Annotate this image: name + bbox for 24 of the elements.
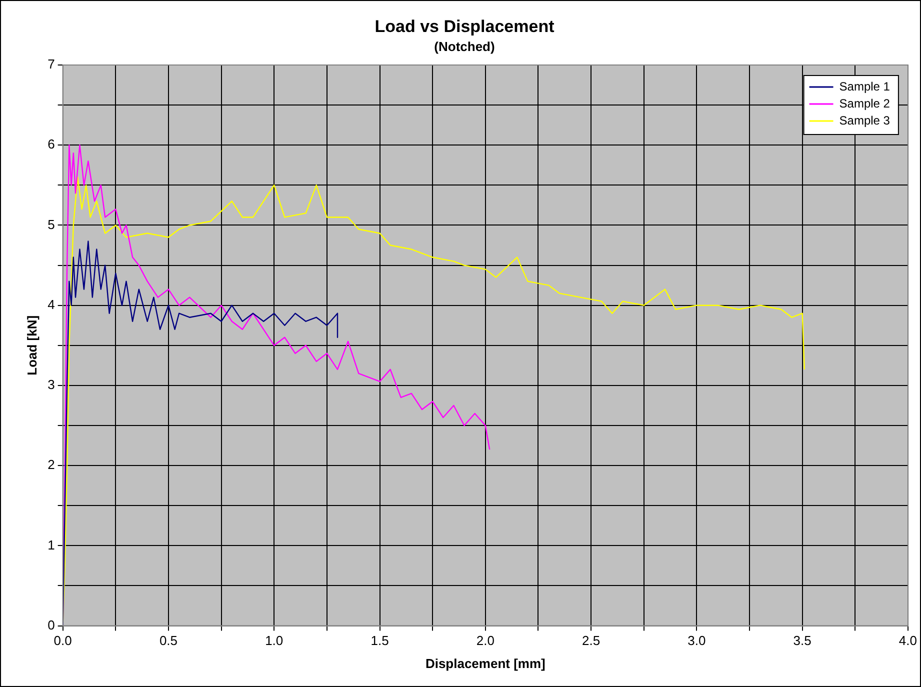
- y-tick-label: 6: [48, 136, 55, 152]
- x-axis-title: Displacement [mm]: [425, 656, 546, 671]
- y-tick-label: 5: [48, 216, 55, 232]
- x-tick-label: 3.5: [793, 633, 812, 648]
- legend-label: Sample 1: [839, 79, 890, 94]
- legend-label: Sample 2: [839, 96, 890, 110]
- y-tick-label: 0: [48, 617, 55, 632]
- legend-label: Sample 3: [839, 113, 890, 128]
- chart-title: Load vs Displacement: [374, 16, 555, 36]
- y-axis-title: Load [kN]: [24, 315, 40, 376]
- x-tick-label: 3.0: [688, 633, 706, 648]
- y-tick-label: 4: [48, 296, 55, 312]
- x-tick-label: 0.0: [54, 633, 72, 648]
- y-tick-label: 1: [48, 537, 55, 552]
- x-tick-label: 4.0: [898, 633, 918, 648]
- chart-subtitle: (Notched): [434, 38, 495, 54]
- x-tick-label: 1.5: [370, 633, 389, 648]
- y-tick-label: 2: [48, 457, 55, 472]
- x-tick-label: 0.5: [159, 633, 178, 648]
- x-tick-label: 2.0: [476, 633, 494, 648]
- x-tick-label: 2.5: [582, 633, 600, 648]
- y-tick-label: 7: [48, 56, 55, 72]
- x-tick-label: 1.0: [265, 633, 284, 648]
- y-tick-label: 3: [48, 377, 55, 392]
